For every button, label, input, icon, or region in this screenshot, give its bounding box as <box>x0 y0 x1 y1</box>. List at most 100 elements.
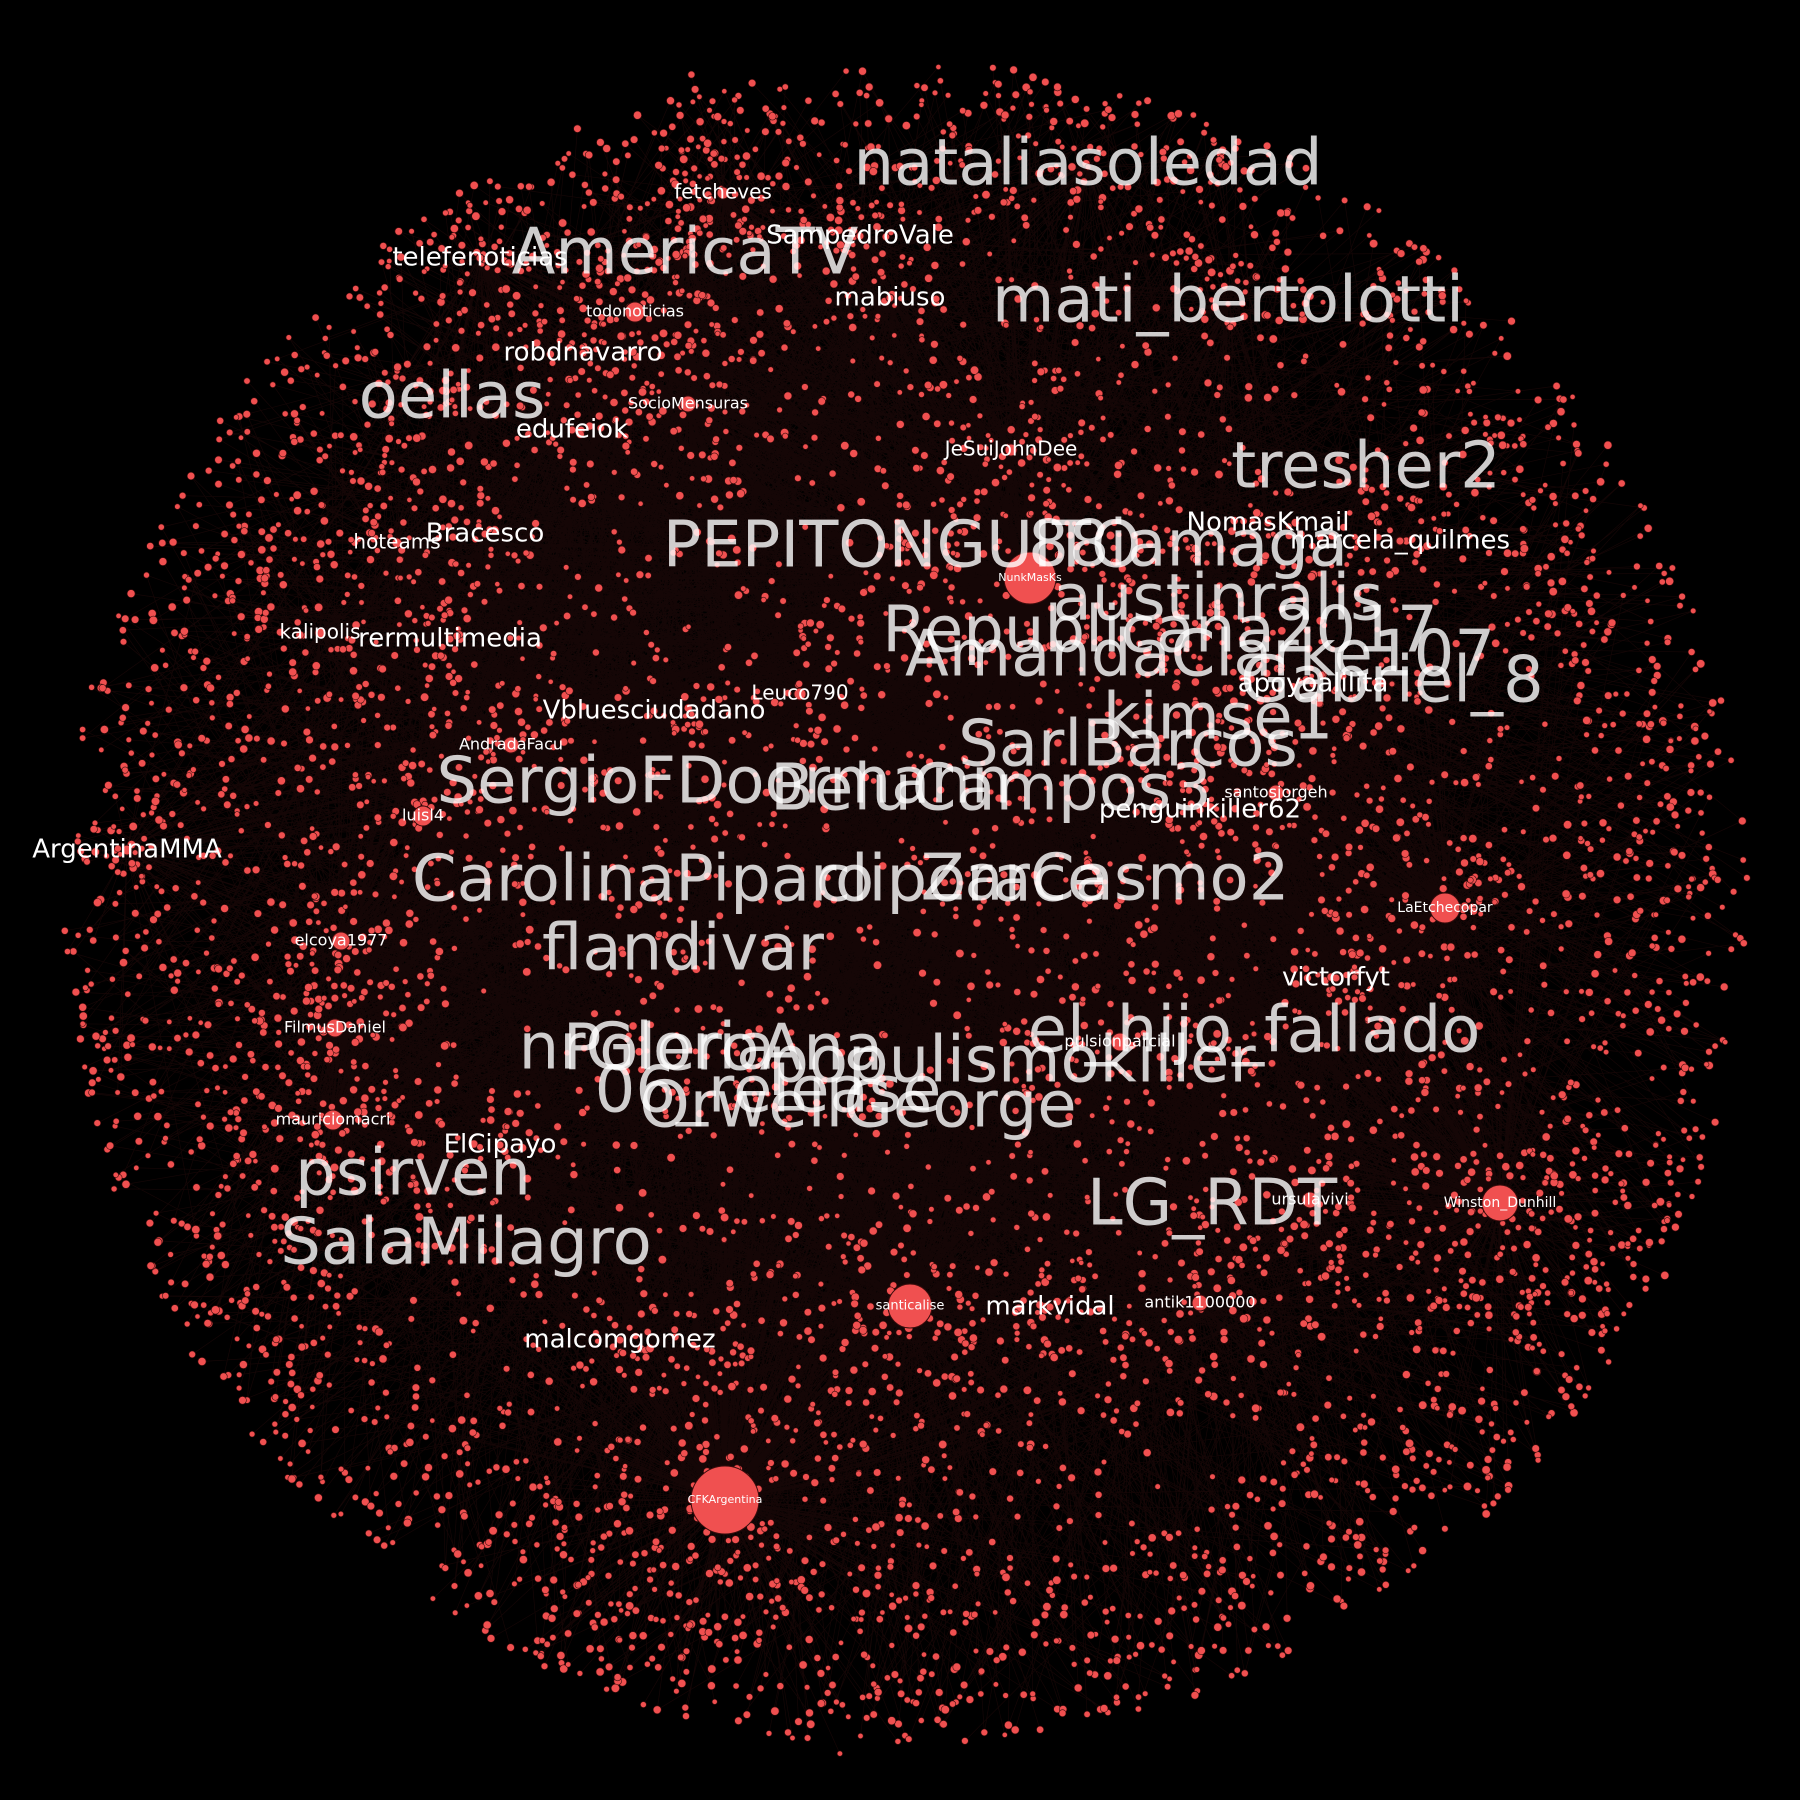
graph-node <box>154 815 164 825</box>
graph-node <box>362 824 370 832</box>
graph-node <box>1388 896 1395 903</box>
graph-node <box>440 611 449 619</box>
graph-node <box>351 573 358 581</box>
graph-node <box>816 1699 826 1708</box>
graph-node <box>979 1431 986 1438</box>
graph-node <box>251 1017 259 1025</box>
graph-node <box>1071 982 1080 992</box>
graph-node <box>878 1320 888 1330</box>
graph-node <box>751 1561 760 1569</box>
graph-node <box>214 455 223 465</box>
graph-node <box>897 262 905 270</box>
graph-node <box>929 999 938 1008</box>
graph-node <box>414 1110 424 1120</box>
graph-node <box>873 1468 882 1477</box>
graph-node <box>812 627 819 634</box>
graph-node <box>609 398 619 407</box>
graph-node <box>804 96 813 105</box>
graph-node <box>1084 613 1091 620</box>
graph-node <box>288 1369 297 1377</box>
graph-node <box>924 1163 932 1171</box>
graph-node <box>540 726 548 735</box>
graph-node <box>883 1334 890 1341</box>
graph-node <box>1370 1210 1378 1217</box>
graph-node <box>1702 855 1710 863</box>
graph-node <box>450 1079 459 1088</box>
graph-node <box>1031 359 1039 367</box>
graph-node <box>1682 999 1690 1007</box>
graph-node <box>1427 953 1434 960</box>
graph-node <box>238 971 246 980</box>
graph-node <box>940 1372 949 1381</box>
graph-node <box>349 1085 358 1095</box>
graph-node <box>1102 1338 1110 1346</box>
graph-node <box>1001 1732 1008 1738</box>
graph-node <box>1390 1157 1397 1164</box>
graph-node <box>283 860 292 868</box>
graph-node <box>965 1299 972 1307</box>
graph-node <box>932 1378 942 1388</box>
graph-node <box>813 1419 822 1428</box>
graph-node <box>124 990 132 998</box>
graph-node <box>736 1342 745 1351</box>
graph-node <box>1395 817 1405 827</box>
graph-node <box>977 1690 985 1698</box>
graph-node <box>1505 861 1512 868</box>
graph-node <box>1464 1304 1472 1312</box>
graph-node <box>662 340 671 348</box>
graph-node <box>1578 988 1585 995</box>
graph-node <box>397 574 404 581</box>
graph-node <box>1459 1237 1469 1247</box>
graph-node <box>1014 943 1021 949</box>
graph-node <box>1600 635 1609 644</box>
graph-node <box>921 551 930 559</box>
graph-node <box>698 1225 707 1233</box>
graph-node <box>899 253 906 261</box>
graph-node <box>434 1098 441 1105</box>
graph-node <box>1599 836 1606 844</box>
graph-node <box>268 1212 277 1221</box>
graph-node <box>119 806 126 812</box>
graph-node <box>234 1335 241 1342</box>
graph-node <box>1031 377 1038 384</box>
graph-node <box>903 1624 913 1634</box>
graph-node <box>747 1534 755 1541</box>
graph-node <box>1141 1330 1148 1337</box>
graph-node <box>1233 1543 1241 1551</box>
graph-node <box>381 445 390 454</box>
graph-node <box>783 1394 793 1404</box>
graph-node <box>651 1537 660 1546</box>
graph-node <box>1562 850 1572 860</box>
graph-node <box>1191 1273 1200 1282</box>
graph-node <box>956 528 963 535</box>
graph-node <box>1539 786 1547 794</box>
graph-node <box>275 1134 284 1143</box>
graph-node <box>873 380 881 388</box>
graph-node <box>190 654 197 661</box>
graph-node <box>510 551 519 560</box>
graph-node <box>1166 1367 1174 1375</box>
graph-node <box>330 742 339 752</box>
graph-node <box>720 1236 728 1243</box>
graph-node <box>792 648 801 657</box>
graph-node <box>1501 1162 1511 1172</box>
graph-node <box>361 514 370 523</box>
graph-node <box>218 1183 225 1190</box>
graph-node <box>1313 1084 1321 1092</box>
graph-node <box>1449 1350 1457 1357</box>
graph-node <box>1563 820 1573 830</box>
graph-node <box>698 1617 708 1626</box>
graph-node <box>591 738 598 745</box>
graph-node <box>260 756 268 764</box>
graph-node <box>399 938 408 948</box>
graph-node <box>1405 861 1413 869</box>
graph-node <box>980 897 988 905</box>
graph-node <box>1108 1118 1116 1126</box>
graph-node <box>702 1401 710 1408</box>
graph-node <box>379 501 388 510</box>
graph-node <box>1710 1118 1720 1127</box>
graph-node <box>1561 647 1569 655</box>
graph-node <box>948 1391 957 1401</box>
graph-node <box>342 903 349 910</box>
graph-node <box>1044 1260 1052 1268</box>
